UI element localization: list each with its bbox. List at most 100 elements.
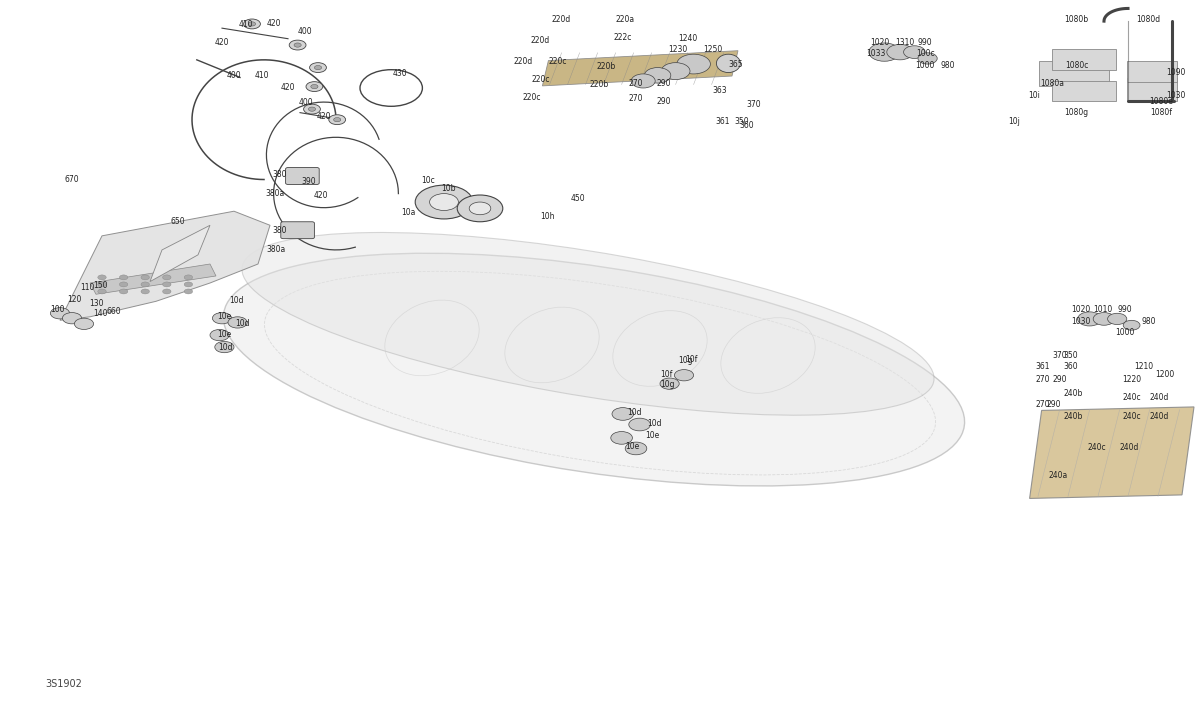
FancyBboxPatch shape	[281, 222, 314, 239]
Text: 240b: 240b	[1063, 413, 1082, 421]
Circle shape	[644, 68, 671, 83]
FancyBboxPatch shape	[1127, 78, 1177, 101]
Text: 290: 290	[1052, 375, 1067, 384]
Text: 10j: 10j	[1008, 117, 1020, 125]
Text: 100: 100	[50, 306, 65, 314]
Text: 140: 140	[94, 310, 108, 318]
Text: 220b: 220b	[589, 80, 608, 89]
Text: 10c: 10c	[421, 177, 436, 185]
Text: 650: 650	[170, 218, 185, 226]
Circle shape	[677, 54, 710, 74]
Circle shape	[1093, 313, 1115, 325]
Circle shape	[612, 408, 634, 420]
Text: 220c: 220c	[532, 75, 551, 84]
Text: 370: 370	[1052, 351, 1067, 360]
Circle shape	[244, 19, 260, 29]
Text: 400: 400	[299, 98, 313, 106]
Circle shape	[74, 318, 94, 329]
Circle shape	[50, 308, 70, 319]
Text: 10b: 10b	[442, 184, 456, 193]
Circle shape	[142, 289, 149, 294]
Text: 290: 290	[656, 79, 671, 87]
FancyBboxPatch shape	[1052, 49, 1116, 70]
Text: 360: 360	[739, 121, 754, 130]
Circle shape	[185, 275, 193, 280]
Text: 350: 350	[734, 117, 749, 125]
Text: 420: 420	[266, 19, 281, 27]
Text: 380: 380	[272, 227, 287, 235]
Circle shape	[674, 370, 694, 381]
Text: 240c: 240c	[1122, 413, 1141, 421]
Polygon shape	[1030, 407, 1194, 498]
Text: 1080e: 1080e	[1150, 97, 1174, 106]
Text: 420: 420	[215, 38, 229, 46]
Text: 10f: 10f	[685, 356, 697, 364]
Circle shape	[248, 22, 256, 26]
Circle shape	[120, 282, 128, 287]
Text: 240d: 240d	[1150, 413, 1169, 421]
Text: 1030: 1030	[1166, 92, 1186, 100]
Text: 1200: 1200	[1156, 370, 1175, 379]
Text: 120: 120	[67, 295, 82, 303]
Text: 10e: 10e	[217, 313, 232, 321]
Text: 130: 130	[89, 299, 103, 308]
Circle shape	[185, 282, 193, 287]
Text: 420: 420	[317, 112, 331, 120]
Circle shape	[334, 118, 341, 122]
FancyBboxPatch shape	[286, 168, 319, 184]
Text: 1080a: 1080a	[1040, 79, 1064, 87]
Text: 110: 110	[80, 284, 95, 292]
Text: 240d: 240d	[1120, 444, 1139, 452]
Text: 10d: 10d	[235, 319, 250, 327]
Text: 10e: 10e	[217, 330, 232, 339]
Text: 100c: 100c	[916, 49, 935, 58]
Text: 990: 990	[918, 38, 932, 46]
Text: 220d: 220d	[552, 15, 571, 23]
Circle shape	[98, 282, 107, 287]
Circle shape	[289, 40, 306, 50]
Circle shape	[310, 63, 326, 73]
FancyBboxPatch shape	[1039, 61, 1109, 86]
Text: 220d: 220d	[530, 37, 550, 45]
Circle shape	[469, 202, 491, 215]
Text: 10d: 10d	[647, 419, 661, 427]
Circle shape	[163, 289, 172, 294]
Text: 450: 450	[571, 194, 586, 203]
Polygon shape	[60, 211, 270, 320]
Text: 10e: 10e	[625, 442, 640, 451]
Text: 220c: 220c	[522, 94, 541, 102]
Text: 270: 270	[1036, 401, 1050, 409]
Text: 1090: 1090	[1166, 68, 1186, 77]
Text: 1010: 1010	[1093, 306, 1112, 314]
Text: 980: 980	[941, 61, 955, 70]
Text: 240a: 240a	[1049, 471, 1068, 479]
Circle shape	[918, 53, 937, 64]
Circle shape	[228, 317, 247, 328]
Text: 361: 361	[1036, 362, 1050, 370]
Text: 10a: 10a	[401, 208, 415, 217]
Text: 10d: 10d	[218, 344, 233, 352]
Text: 363: 363	[713, 86, 727, 94]
Text: 1080f: 1080f	[1151, 108, 1172, 117]
Text: 1220: 1220	[1122, 375, 1141, 384]
Circle shape	[629, 418, 650, 431]
Text: 1310: 1310	[895, 38, 914, 46]
Text: 1000: 1000	[916, 61, 935, 70]
Text: 270: 270	[629, 94, 643, 103]
Text: 420: 420	[281, 84, 295, 92]
Text: 380: 380	[272, 170, 287, 179]
Circle shape	[625, 442, 647, 455]
Text: 980: 980	[1141, 317, 1156, 325]
Ellipse shape	[716, 54, 740, 73]
Text: 10f: 10f	[660, 370, 672, 379]
Text: 1080c: 1080c	[1064, 61, 1088, 70]
Circle shape	[1078, 312, 1102, 326]
Text: 400: 400	[227, 71, 241, 80]
Text: 290: 290	[656, 97, 671, 106]
Text: 365: 365	[728, 61, 743, 69]
Text: 10d: 10d	[229, 296, 244, 305]
Text: 410: 410	[239, 20, 253, 29]
Circle shape	[1123, 320, 1140, 330]
Text: 10h: 10h	[540, 212, 554, 220]
Polygon shape	[542, 51, 738, 86]
